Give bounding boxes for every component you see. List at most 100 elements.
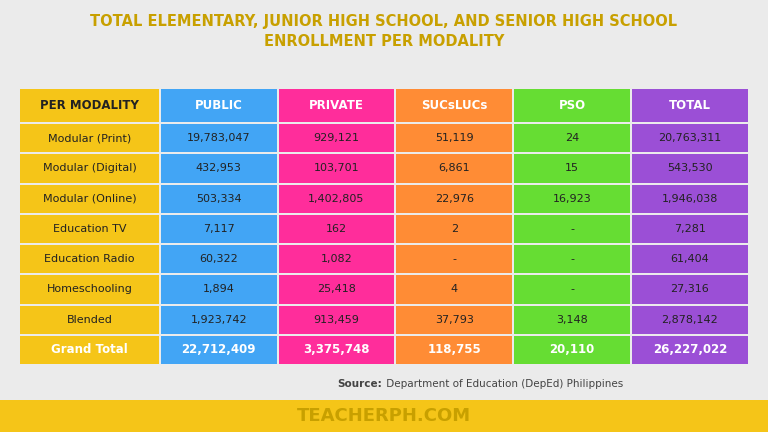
FancyBboxPatch shape: [515, 89, 630, 122]
Text: Department of Education (DepEd) Philippines: Department of Education (DepEd) Philippi…: [383, 379, 624, 389]
Text: 61,404: 61,404: [670, 254, 710, 264]
Text: ENROLLMENT PER MODALITY: ENROLLMENT PER MODALITY: [264, 34, 504, 49]
Text: Modular (Print): Modular (Print): [48, 133, 131, 143]
FancyBboxPatch shape: [396, 184, 512, 213]
Text: PRIVATE: PRIVATE: [309, 99, 364, 112]
Text: 1,894: 1,894: [203, 284, 235, 294]
Text: 22,976: 22,976: [435, 194, 474, 203]
Text: 432,953: 432,953: [196, 163, 242, 173]
Text: 60,322: 60,322: [200, 254, 238, 264]
Text: Homeschooling: Homeschooling: [47, 284, 132, 294]
FancyBboxPatch shape: [396, 336, 512, 364]
FancyBboxPatch shape: [396, 124, 512, 152]
Text: -: -: [570, 224, 574, 234]
Text: 162: 162: [326, 224, 347, 234]
FancyBboxPatch shape: [279, 336, 395, 364]
Text: TOTAL ELEMENTARY, JUNIOR HIGH SCHOOL, AND SENIOR HIGH SCHOOL: TOTAL ELEMENTARY, JUNIOR HIGH SCHOOL, AN…: [91, 14, 677, 29]
Text: 543,530: 543,530: [667, 163, 713, 173]
Text: 7,281: 7,281: [674, 224, 706, 234]
FancyBboxPatch shape: [515, 124, 630, 152]
Text: 3,148: 3,148: [556, 314, 588, 324]
FancyBboxPatch shape: [161, 124, 276, 152]
FancyBboxPatch shape: [20, 275, 159, 304]
Text: Modular (Digital): Modular (Digital): [43, 163, 137, 173]
Text: 26,227,022: 26,227,022: [653, 343, 727, 356]
Text: 27,316: 27,316: [670, 284, 710, 294]
Text: -: -: [570, 254, 574, 264]
FancyBboxPatch shape: [632, 245, 748, 273]
FancyBboxPatch shape: [279, 215, 395, 243]
Text: TOTAL: TOTAL: [669, 99, 711, 112]
Text: Education Radio: Education Radio: [45, 254, 134, 264]
FancyBboxPatch shape: [279, 245, 395, 273]
Text: 103,701: 103,701: [313, 163, 359, 173]
FancyBboxPatch shape: [632, 275, 748, 304]
FancyBboxPatch shape: [279, 305, 395, 334]
FancyBboxPatch shape: [0, 400, 768, 432]
FancyBboxPatch shape: [632, 89, 748, 122]
Text: 4: 4: [451, 284, 458, 294]
FancyBboxPatch shape: [279, 124, 395, 152]
FancyBboxPatch shape: [515, 275, 630, 304]
FancyBboxPatch shape: [396, 89, 512, 122]
FancyBboxPatch shape: [279, 154, 395, 182]
FancyBboxPatch shape: [161, 336, 276, 364]
FancyBboxPatch shape: [515, 305, 630, 334]
Text: 1,946,038: 1,946,038: [662, 194, 718, 203]
Text: 2: 2: [451, 224, 458, 234]
Text: Source:: Source:: [337, 379, 382, 389]
FancyBboxPatch shape: [20, 154, 159, 182]
Text: 51,119: 51,119: [435, 133, 474, 143]
Text: TEACHERPH.COM: TEACHERPH.COM: [297, 407, 471, 425]
Text: Grand Total: Grand Total: [51, 343, 128, 356]
Text: 503,334: 503,334: [196, 194, 241, 203]
Text: 25,418: 25,418: [317, 284, 356, 294]
Text: 2,878,142: 2,878,142: [661, 314, 718, 324]
FancyBboxPatch shape: [161, 184, 276, 213]
FancyBboxPatch shape: [161, 305, 276, 334]
FancyBboxPatch shape: [632, 336, 748, 364]
FancyBboxPatch shape: [632, 215, 748, 243]
Text: 37,793: 37,793: [435, 314, 474, 324]
FancyBboxPatch shape: [279, 89, 395, 122]
FancyBboxPatch shape: [20, 245, 159, 273]
FancyBboxPatch shape: [161, 245, 276, 273]
FancyBboxPatch shape: [279, 275, 395, 304]
FancyBboxPatch shape: [396, 245, 512, 273]
Text: 929,121: 929,121: [313, 133, 359, 143]
FancyBboxPatch shape: [632, 124, 748, 152]
Text: SUCsLUCs: SUCsLUCs: [421, 99, 488, 112]
Text: 6,861: 6,861: [439, 163, 470, 173]
FancyBboxPatch shape: [20, 89, 159, 122]
Text: 118,755: 118,755: [428, 343, 482, 356]
Text: 7,117: 7,117: [203, 224, 234, 234]
FancyBboxPatch shape: [20, 336, 159, 364]
Text: 20,110: 20,110: [549, 343, 594, 356]
FancyBboxPatch shape: [20, 305, 159, 334]
Text: PSO: PSO: [558, 99, 586, 112]
FancyBboxPatch shape: [515, 215, 630, 243]
FancyBboxPatch shape: [396, 154, 512, 182]
FancyBboxPatch shape: [515, 245, 630, 273]
FancyBboxPatch shape: [161, 154, 276, 182]
Text: 19,783,047: 19,783,047: [187, 133, 250, 143]
Text: -: -: [452, 254, 456, 264]
FancyBboxPatch shape: [161, 275, 276, 304]
Text: -: -: [570, 284, 574, 294]
FancyBboxPatch shape: [279, 184, 395, 213]
Text: PUBLIC: PUBLIC: [195, 99, 243, 112]
FancyBboxPatch shape: [161, 215, 276, 243]
Text: 20,763,311: 20,763,311: [658, 133, 721, 143]
FancyBboxPatch shape: [396, 215, 512, 243]
Text: 3,375,748: 3,375,748: [303, 343, 369, 356]
FancyBboxPatch shape: [515, 336, 630, 364]
FancyBboxPatch shape: [161, 89, 276, 122]
Text: Modular (Online): Modular (Online): [43, 194, 136, 203]
Text: 1,082: 1,082: [320, 254, 353, 264]
Text: 913,459: 913,459: [313, 314, 359, 324]
FancyBboxPatch shape: [20, 184, 159, 213]
FancyBboxPatch shape: [632, 154, 748, 182]
Text: 24: 24: [565, 133, 579, 143]
FancyBboxPatch shape: [396, 275, 512, 304]
FancyBboxPatch shape: [20, 124, 159, 152]
